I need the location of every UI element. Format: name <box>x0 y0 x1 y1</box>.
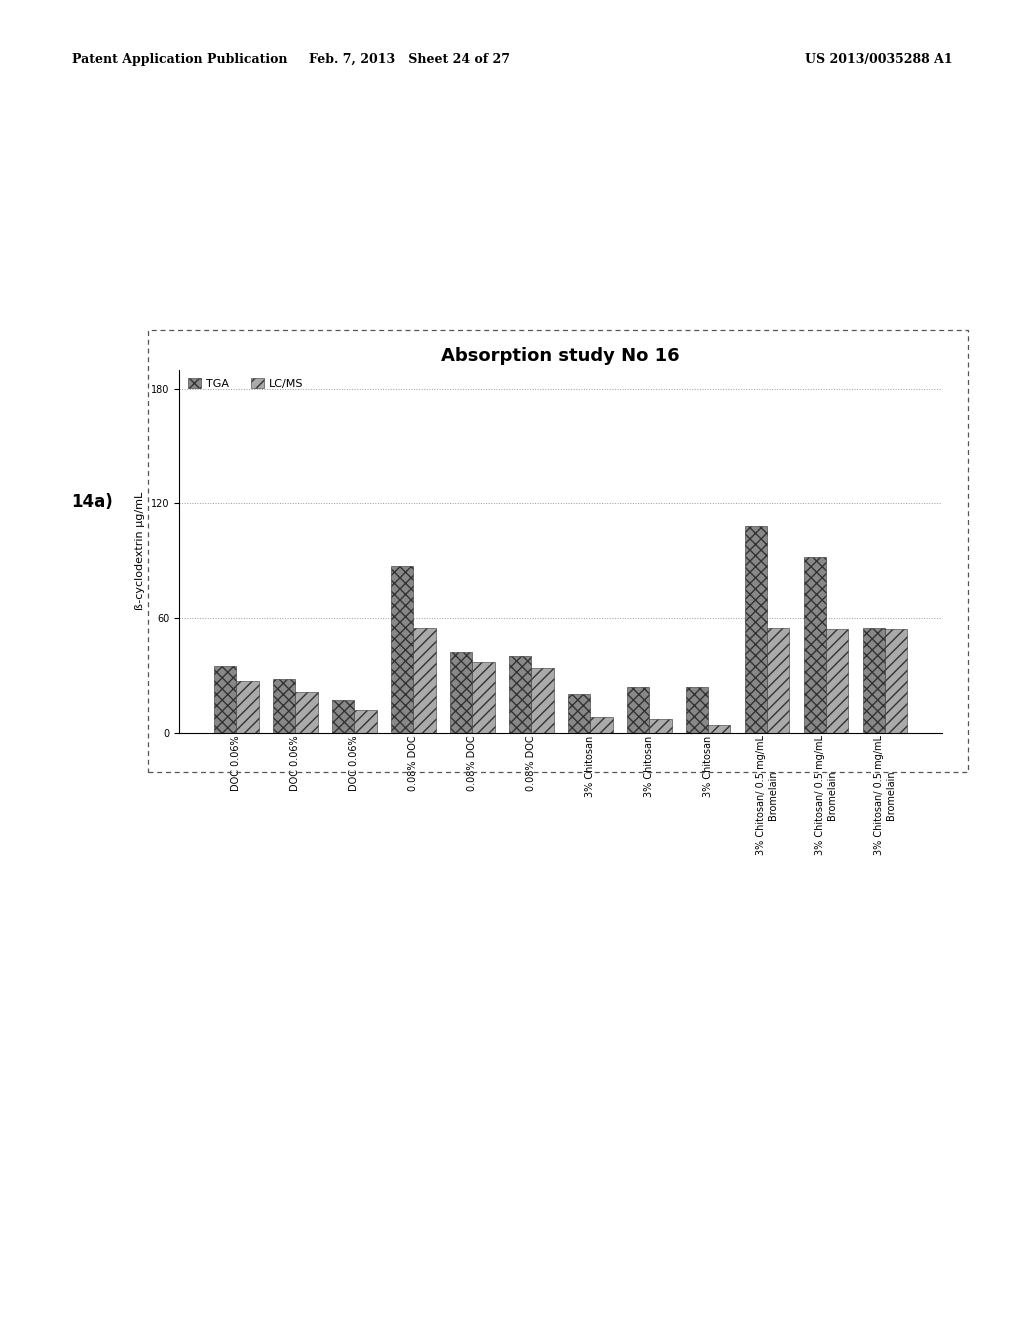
Bar <box>214 665 237 733</box>
Bar <box>590 717 612 733</box>
Text: 14a): 14a) <box>72 492 114 511</box>
Bar <box>391 566 414 733</box>
Bar <box>272 678 295 733</box>
Bar <box>708 725 730 733</box>
Title: Absorption study No 16: Absorption study No 16 <box>441 347 680 366</box>
Text: US 2013/0035288 A1: US 2013/0035288 A1 <box>805 53 952 66</box>
Bar <box>744 527 767 733</box>
Legend: TGA, LC/MS: TGA, LC/MS <box>184 375 307 392</box>
Bar <box>627 686 649 733</box>
Bar <box>649 719 672 733</box>
Bar <box>767 627 790 733</box>
Bar <box>237 681 259 733</box>
Bar <box>531 668 554 733</box>
Text: Patent Application Publication: Patent Application Publication <box>72 53 287 66</box>
Bar <box>509 656 531 733</box>
Bar <box>567 694 590 733</box>
Bar <box>885 630 907 733</box>
Bar <box>686 686 708 733</box>
Y-axis label: ß-cyclodextrin µg/mL: ß-cyclodextrin µg/mL <box>135 492 145 610</box>
Bar <box>414 627 435 733</box>
Bar <box>826 630 849 733</box>
Text: Feb. 7, 2013   Sheet 24 of 27: Feb. 7, 2013 Sheet 24 of 27 <box>309 53 510 66</box>
Bar <box>450 652 472 733</box>
Bar <box>472 661 495 733</box>
Bar <box>295 693 317 733</box>
Bar <box>354 710 377 733</box>
Bar <box>804 557 826 733</box>
Bar <box>332 700 354 733</box>
Bar <box>862 627 885 733</box>
